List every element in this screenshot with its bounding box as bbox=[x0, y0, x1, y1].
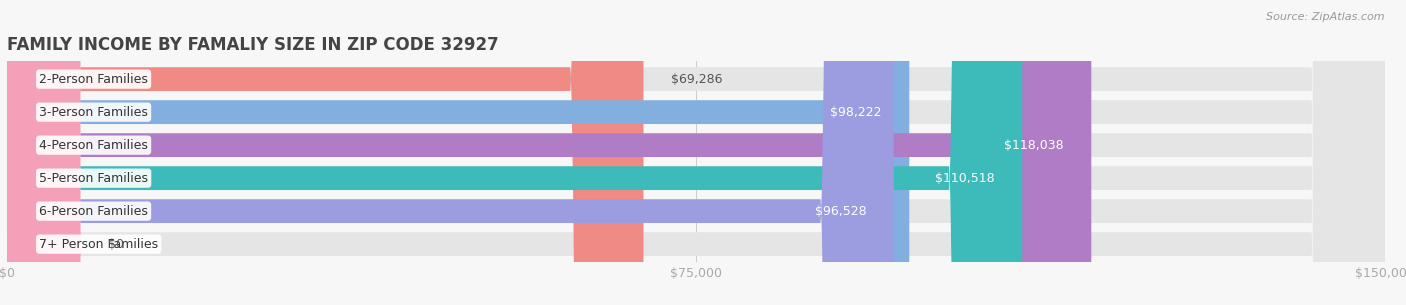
FancyBboxPatch shape bbox=[7, 0, 644, 305]
Text: 6-Person Families: 6-Person Families bbox=[39, 205, 148, 218]
Text: 4-Person Families: 4-Person Families bbox=[39, 139, 148, 152]
Text: 2-Person Families: 2-Person Families bbox=[39, 73, 148, 86]
Text: $69,286: $69,286 bbox=[671, 73, 723, 86]
FancyBboxPatch shape bbox=[7, 0, 1022, 305]
Text: FAMILY INCOME BY FAMALIY SIZE IN ZIP CODE 32927: FAMILY INCOME BY FAMALIY SIZE IN ZIP COD… bbox=[7, 36, 499, 54]
FancyBboxPatch shape bbox=[7, 0, 1385, 305]
Text: Source: ZipAtlas.com: Source: ZipAtlas.com bbox=[1267, 12, 1385, 22]
Text: $118,038: $118,038 bbox=[1004, 139, 1064, 152]
FancyBboxPatch shape bbox=[7, 0, 80, 305]
Text: $0: $0 bbox=[108, 238, 124, 251]
Text: 3-Person Families: 3-Person Families bbox=[39, 106, 148, 119]
Text: 5-Person Families: 5-Person Families bbox=[39, 172, 148, 185]
FancyBboxPatch shape bbox=[7, 0, 1385, 305]
FancyBboxPatch shape bbox=[7, 0, 1385, 305]
FancyBboxPatch shape bbox=[7, 0, 1385, 305]
FancyBboxPatch shape bbox=[7, 0, 910, 305]
Text: $98,222: $98,222 bbox=[830, 106, 882, 119]
Text: $110,518: $110,518 bbox=[935, 172, 994, 185]
FancyBboxPatch shape bbox=[7, 0, 1385, 305]
FancyBboxPatch shape bbox=[7, 0, 894, 305]
Text: 7+ Person Families: 7+ Person Families bbox=[39, 238, 159, 251]
FancyBboxPatch shape bbox=[7, 0, 1385, 305]
Text: $96,528: $96,528 bbox=[814, 205, 866, 218]
FancyBboxPatch shape bbox=[7, 0, 1091, 305]
